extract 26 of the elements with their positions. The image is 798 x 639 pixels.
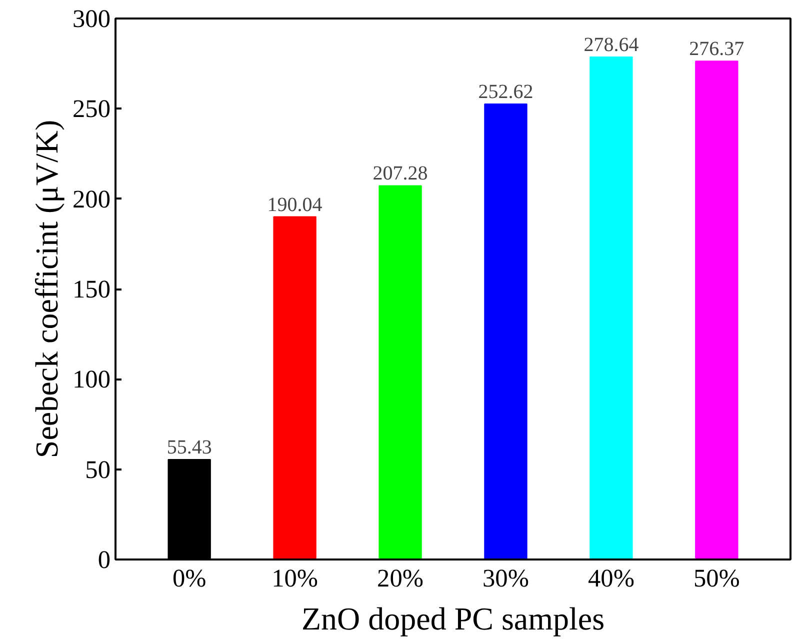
data-label: 207.28 [372, 162, 428, 185]
y-tick-label: 100 [72, 366, 111, 394]
bar [484, 103, 528, 560]
x-axis-title: ZnO doped PC samples [301, 600, 605, 636]
y-tick-label: 0 [98, 546, 111, 574]
bar [378, 185, 422, 560]
data-label: 252.62 [478, 80, 534, 103]
y-tick-label: 250 [72, 95, 111, 124]
x-tick-label: 40% [588, 564, 634, 592]
x-tick-label: 20% [377, 564, 424, 592]
bar [590, 56, 633, 560]
x-tick-label: 0% [172, 564, 206, 592]
y-tick-label: 50 [85, 456, 110, 484]
data-label: 276.37 [689, 38, 744, 60]
x-tick-label: 30% [482, 564, 529, 592]
y-tick-label: 200 [72, 185, 111, 214]
x-tick-label: 10% [272, 564, 318, 592]
x-tick-label: 50% [693, 564, 740, 592]
bar [273, 216, 316, 560]
data-label: 278.64 [584, 34, 639, 56]
y-tick-label: 300 [72, 5, 111, 33]
data-label: 55.43 [166, 436, 212, 459]
y-tick-label: 150 [72, 276, 111, 304]
bar [695, 60, 738, 560]
y-axis-title: Seebeck coefficint (μV/K) [28, 120, 65, 458]
data-label: 190.04 [267, 194, 322, 216]
